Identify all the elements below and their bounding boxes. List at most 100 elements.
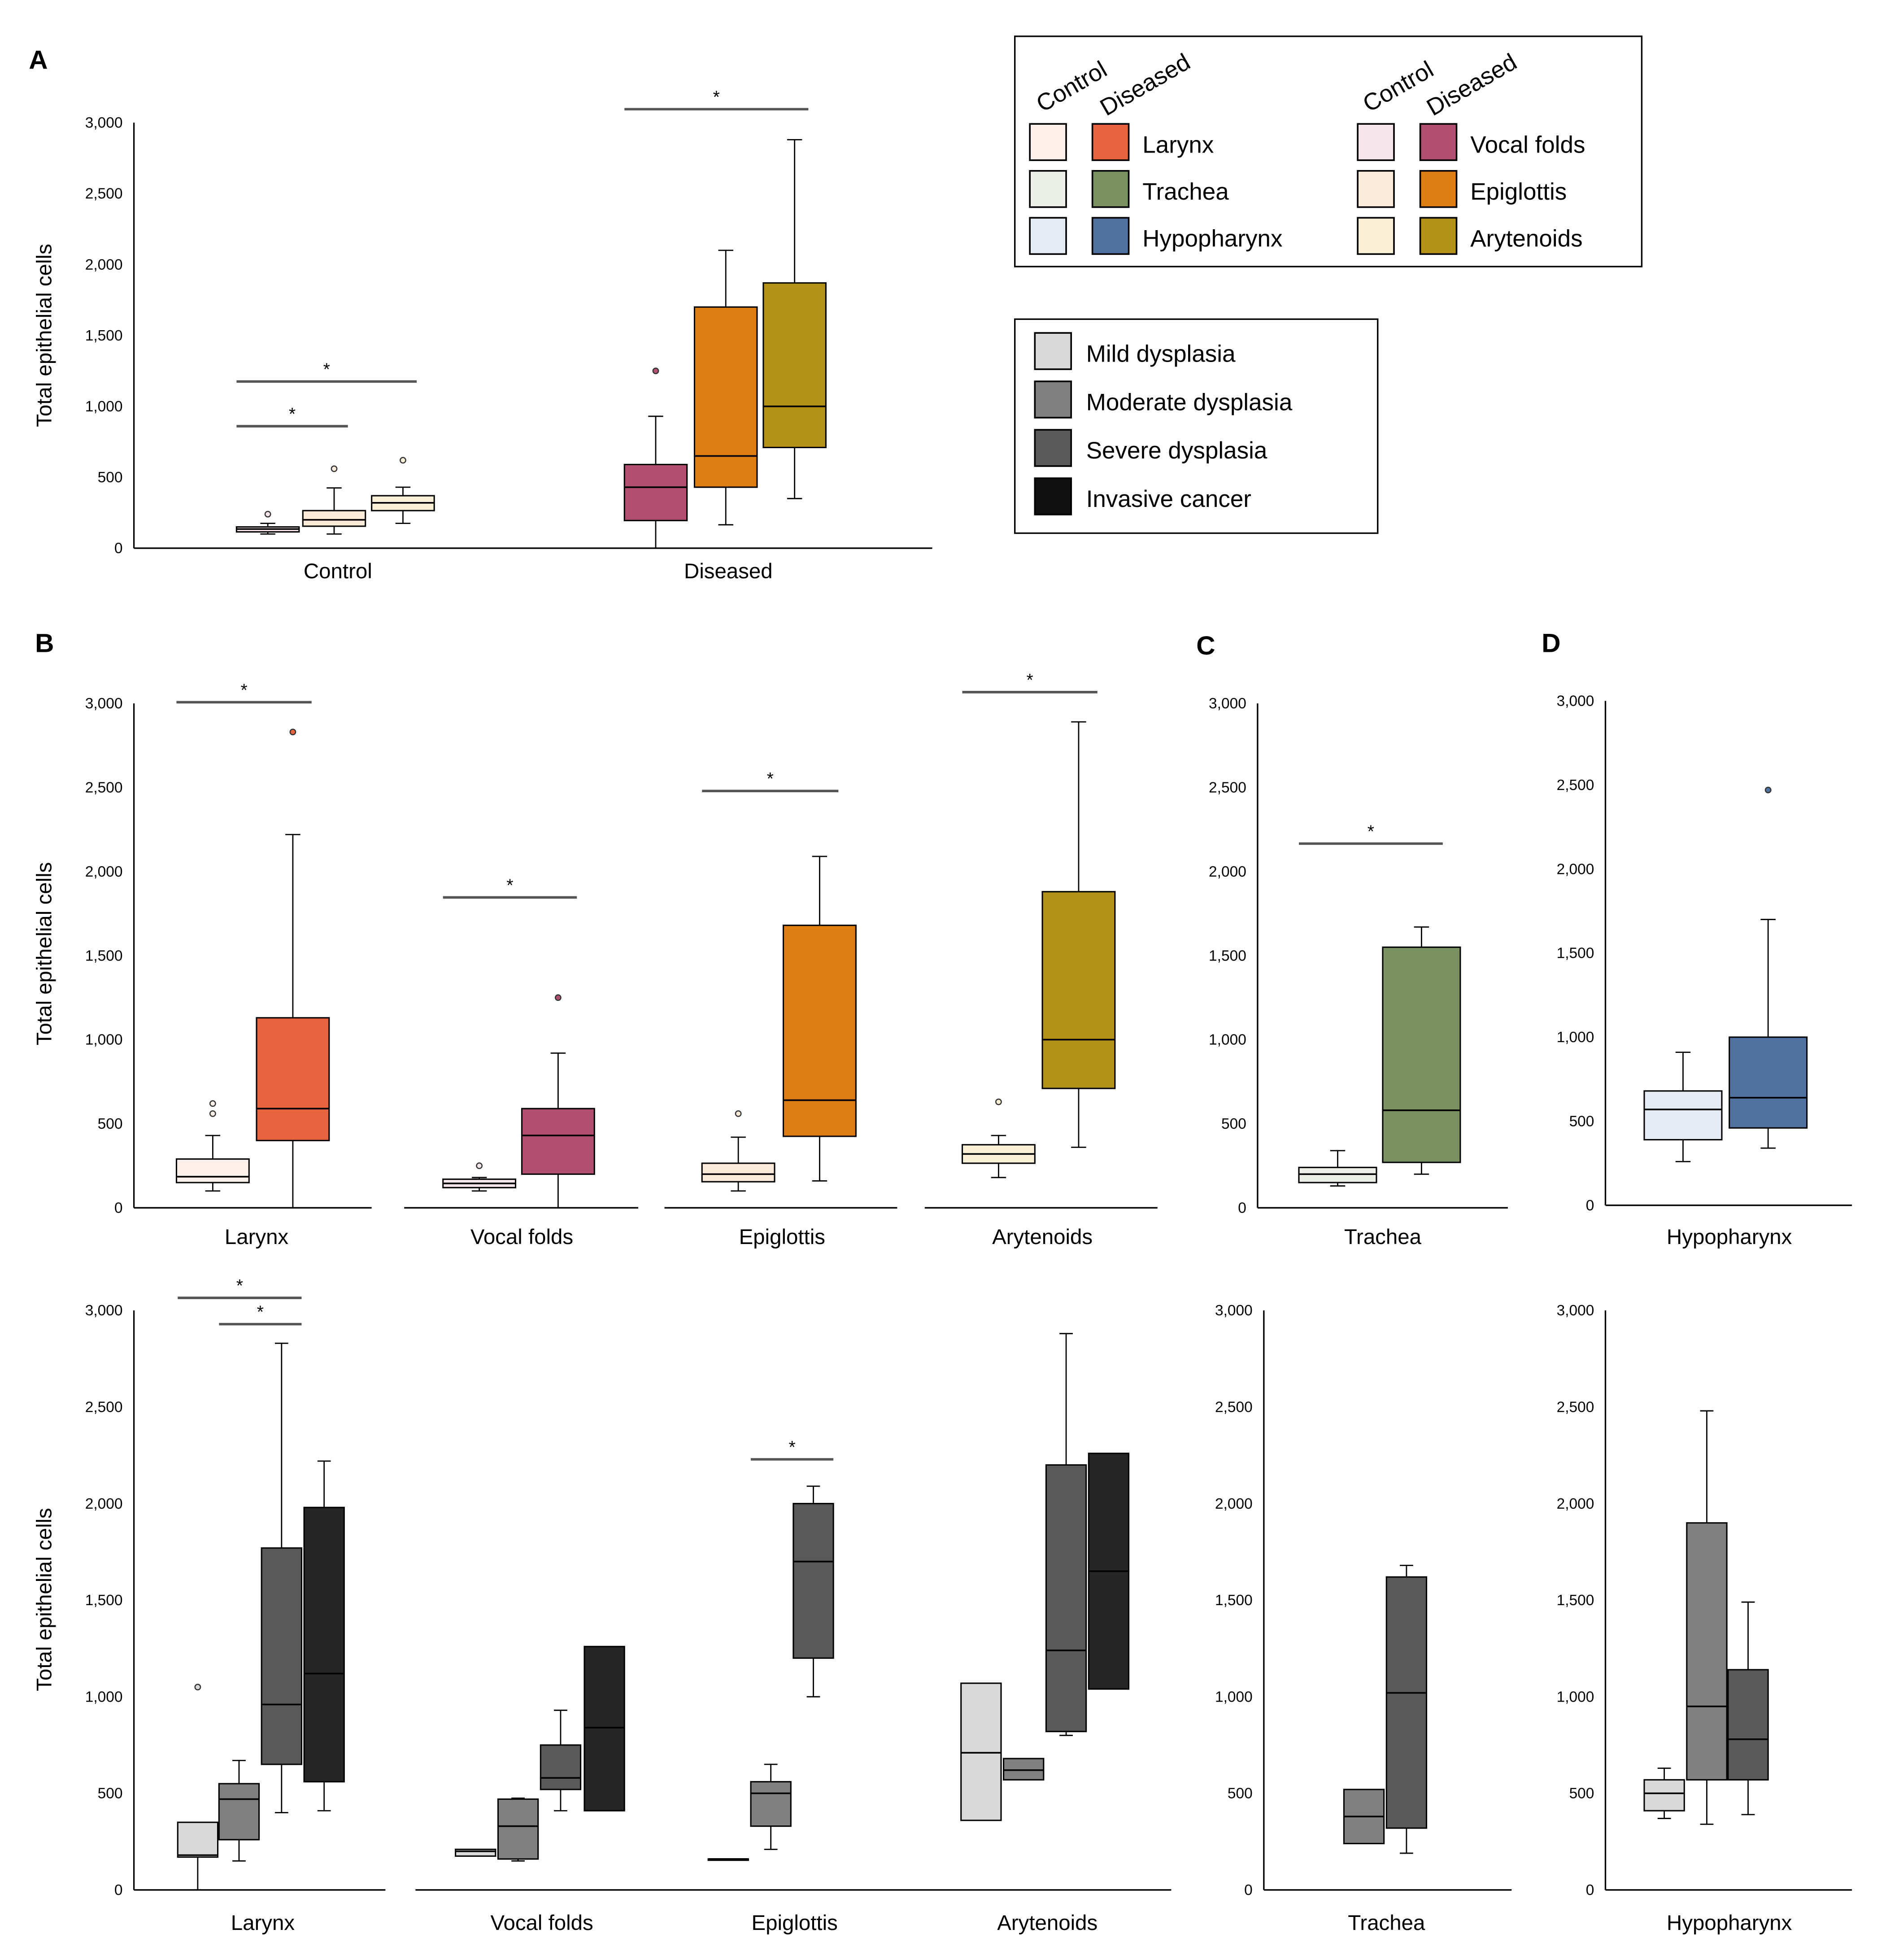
y-tick-label: 3,000 xyxy=(1209,695,1246,712)
y-tick-label: 500 xyxy=(1221,1116,1246,1132)
y-tick-label: 1,000 xyxy=(1557,1029,1594,1046)
significance-star: * xyxy=(240,681,247,700)
legend-label: Mild dysplasia xyxy=(1086,340,1236,367)
box-vocal-folds-invasive xyxy=(584,1646,625,1812)
y-tick-label: 1,000 xyxy=(85,398,123,415)
y-tick-label: 2,500 xyxy=(1557,777,1594,794)
significance-star: * xyxy=(506,876,513,895)
legend-swatch-diseased xyxy=(1419,170,1458,208)
y-tick-label: 3,000 xyxy=(85,695,123,712)
box-larynx-moderate xyxy=(218,1759,260,1862)
x-category-label: Trachea xyxy=(1348,1911,1425,1935)
y-axis-label: Total epithelial cells xyxy=(32,244,56,427)
y-tick-label: 3,000 xyxy=(1557,1302,1594,1319)
significance-star: * xyxy=(767,769,774,789)
box-iqr xyxy=(1041,891,1116,1089)
y-tick-label: 0 xyxy=(114,540,123,557)
box-larynx-invasive xyxy=(303,1460,345,1812)
legend-swatch-diseased xyxy=(1091,217,1130,255)
y-tick-label: 1,500 xyxy=(1557,1592,1594,1609)
legend-label: Epiglottis xyxy=(1470,179,1567,205)
box-iqr xyxy=(1727,1669,1769,1781)
y-tick-label: 2,500 xyxy=(1215,1399,1253,1415)
box-hypopharynx-control xyxy=(1643,1052,1723,1162)
outlier-point xyxy=(331,465,338,472)
significance-star: * xyxy=(1367,822,1374,842)
legend-swatch-diseased xyxy=(1419,217,1458,255)
y-tick-label: 2,000 xyxy=(85,257,123,273)
x-category-label: Vocal folds xyxy=(470,1225,573,1249)
y-tick-label: 2,500 xyxy=(1557,1399,1594,1415)
box-vocal-folds-severe xyxy=(540,1709,582,1812)
x-category-label: Arytenoids xyxy=(997,1911,1097,1935)
significance-star: * xyxy=(236,1276,243,1296)
outlier-point xyxy=(209,1100,216,1107)
panel-c-stage: 0 500 1,000 1,500 2,000 2,500 3,000 Trachea xyxy=(1215,1302,1512,1935)
box-vocal-folds-control xyxy=(442,1162,517,1192)
box-iqr xyxy=(177,1821,219,1858)
y-tick-label: 2,000 xyxy=(1557,861,1594,877)
box-epiglottis-moderate xyxy=(750,1764,792,1850)
box-arytenoids-diseased xyxy=(762,139,827,499)
legend-swatch-control xyxy=(1357,170,1395,208)
significance-star: * xyxy=(323,360,330,380)
box-arytenoids-invasive xyxy=(1088,1453,1130,1690)
panel-b: 0 500 1,000 1,500 2,000 2,500 3,000 Larynx Vocal… xyxy=(32,671,1158,1249)
box-iqr xyxy=(793,1503,834,1659)
legend-label: Arytenoids xyxy=(1470,226,1582,252)
box-vocal-folds-diseased xyxy=(521,994,595,1208)
panel-letter-b: B xyxy=(35,629,54,658)
box-vocal-folds-diseased xyxy=(623,367,688,548)
y-tick-label: 1,500 xyxy=(85,947,123,964)
box-iqr xyxy=(623,463,688,521)
y-tick-label: 1,500 xyxy=(85,327,123,344)
outlier-point xyxy=(735,1110,742,1117)
legend-label: Moderate dysplasia xyxy=(1086,389,1293,415)
x-category-label: Hypopharynx xyxy=(1667,1225,1792,1249)
legend-tissue: Control Diseased Control Diseased Larynx… xyxy=(1014,35,1643,267)
outlier-point xyxy=(1764,786,1772,794)
box-iqr xyxy=(256,1017,330,1141)
legend-swatch-diseased xyxy=(1091,123,1130,161)
box-trachea-severe xyxy=(1385,1565,1428,1854)
box-vocal-folds-mild xyxy=(455,1848,496,1857)
box-iqr xyxy=(218,1783,260,1841)
panel-c: 0 500 1,000 1,500 2,000 2,500 3,000 Trachea * xyxy=(1209,695,1508,1249)
legend-swatch-control xyxy=(1357,217,1395,255)
legend-label: Vocal folds xyxy=(1470,131,1585,158)
outlier-point xyxy=(554,994,562,1001)
box-iqr xyxy=(960,1682,1002,1821)
box-epiglottis-severe xyxy=(793,1485,834,1698)
significance-star: * xyxy=(257,1303,264,1322)
y-tick-label: 1,000 xyxy=(85,1032,123,1048)
legend-label: Severe dysplasia xyxy=(1086,437,1267,464)
box-iqr xyxy=(302,510,366,527)
y-tick-label: 2,500 xyxy=(85,1399,123,1415)
box-larynx-mild xyxy=(177,1684,219,1890)
y-tick-label: 500 xyxy=(1569,1785,1594,1802)
x-category-label: Larynx xyxy=(231,1911,295,1935)
outlier-point xyxy=(264,511,271,518)
significance-star: * xyxy=(713,87,720,107)
panel-letter-a: A xyxy=(29,45,48,74)
box-hypopharynx-diseased xyxy=(1729,786,1808,1149)
panel-a: 0 500 1,000 1,500 2,000 2,500 3,000 Control Dise… xyxy=(32,87,932,583)
significance-star: * xyxy=(1027,671,1033,690)
box-iqr xyxy=(1643,1779,1685,1812)
y-tick-label: 2,000 xyxy=(1215,1496,1253,1512)
box-epiglottis-control xyxy=(701,1110,775,1192)
y-tick-label: 0 xyxy=(1586,1882,1594,1899)
y-tick-label: 0 xyxy=(114,1882,123,1899)
box-iqr xyxy=(762,282,827,449)
box-epiglottis-diseased xyxy=(783,856,857,1182)
box-larynx-severe xyxy=(261,1342,302,1813)
outlier-point xyxy=(289,729,296,736)
y-tick-label: 3,000 xyxy=(85,115,123,131)
y-tick-label: 3,000 xyxy=(85,1302,123,1319)
box-arytenoids-control xyxy=(371,457,435,524)
box-epiglottis-diseased xyxy=(693,249,758,526)
y-tick-label: 2,000 xyxy=(1209,864,1246,880)
box-iqr xyxy=(584,1646,625,1812)
box-arytenoids-moderate xyxy=(1003,1758,1045,1781)
box-iqr xyxy=(303,1506,345,1783)
